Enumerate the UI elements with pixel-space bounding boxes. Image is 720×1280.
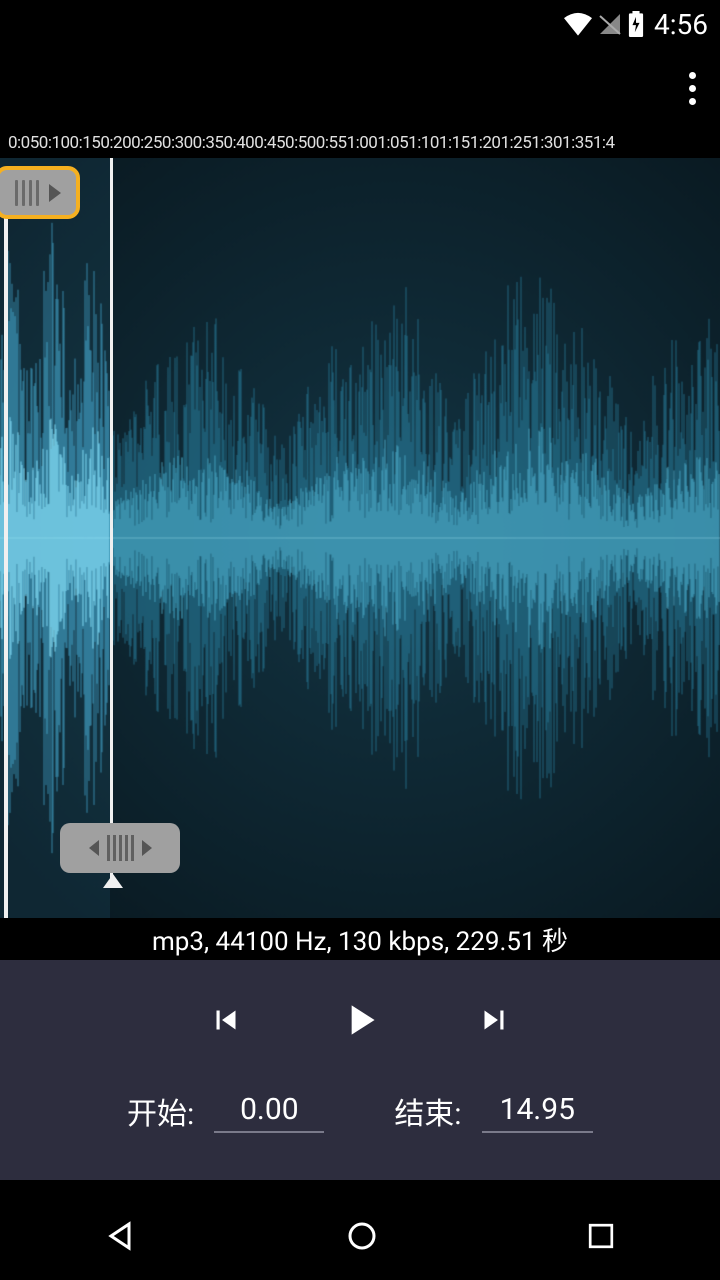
file-info-text: mp3, 44100 Hz, 130 kbps, 229.51 秒 xyxy=(0,918,720,960)
end-time-input[interactable]: 14.95 xyxy=(482,1088,593,1133)
android-nav-bar xyxy=(0,1192,720,1280)
controls-panel: 开始: 0.00 结束: 14.95 xyxy=(0,960,720,1180)
overflow-menu-icon[interactable] xyxy=(689,72,696,105)
home-icon[interactable] xyxy=(342,1216,382,1256)
skip-previous-icon[interactable] xyxy=(207,1001,245,1039)
start-label: 开始: xyxy=(127,1089,194,1133)
recent-apps-icon[interactable] xyxy=(583,1218,619,1254)
status-time: 4:56 xyxy=(654,8,708,41)
end-marker-line xyxy=(110,158,113,880)
start-handle[interactable] xyxy=(0,166,80,219)
signal-disabled-icon xyxy=(598,12,622,36)
playback-controls xyxy=(0,980,720,1060)
back-icon[interactable] xyxy=(101,1216,141,1256)
waveform-canvas xyxy=(0,158,720,918)
end-marker-notch xyxy=(103,874,123,888)
action-bar xyxy=(0,48,720,128)
start-marker-line xyxy=(4,213,8,918)
battery-charging-icon xyxy=(628,11,644,37)
status-bar: 4:56 xyxy=(0,0,720,48)
start-time-input[interactable]: 0.00 xyxy=(214,1088,324,1133)
skip-next-icon[interactable] xyxy=(475,1001,513,1039)
play-icon[interactable] xyxy=(335,995,385,1045)
wifi-icon xyxy=(564,12,592,36)
waveform-area[interactable] xyxy=(0,158,720,918)
timeline-ruler: 0:050:100:150:200:250:300:350:400:450:50… xyxy=(0,128,720,158)
end-handle[interactable] xyxy=(60,823,180,873)
time-inputs-row: 开始: 0.00 结束: 14.95 xyxy=(0,1088,720,1133)
end-label: 结束: xyxy=(394,1089,461,1133)
